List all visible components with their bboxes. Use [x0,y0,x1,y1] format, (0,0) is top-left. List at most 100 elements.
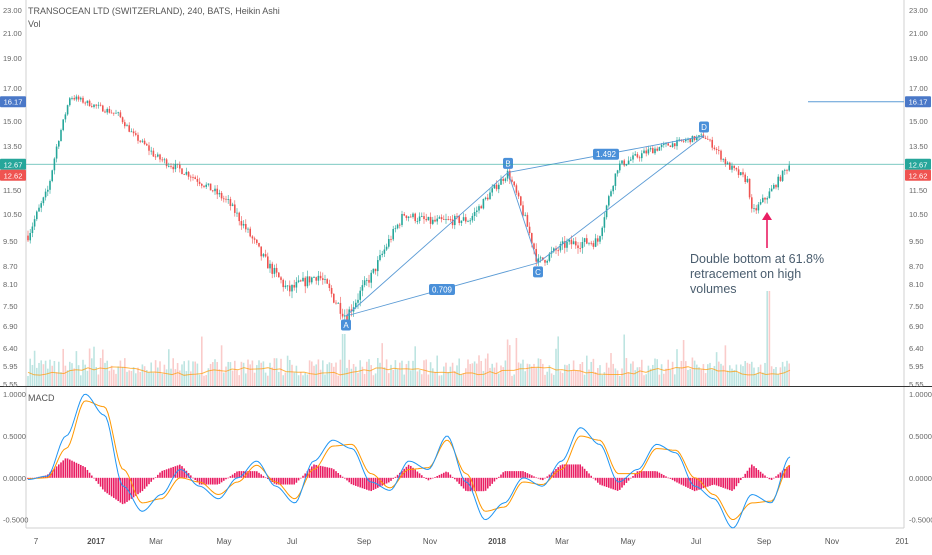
candle-body [509,170,511,180]
candle-body [777,176,779,188]
candle-body [458,216,460,223]
volume-bar [544,374,546,386]
volume-bar [326,364,328,386]
volume-bar [271,367,273,386]
macd-histogram-bar [216,477,218,485]
macd-histogram-bar [586,471,588,478]
macd-histogram-bar [487,477,489,489]
volume-bar [401,360,403,386]
macd-histogram-bar [456,477,458,482]
macd-histogram-bar [381,477,383,486]
macd-histogram-bar [579,464,581,478]
volume-bar [181,364,183,386]
macd-histogram-bar [638,471,641,478]
macd-histogram-bar [124,477,126,504]
ratio-label: 1.492 [596,150,617,159]
volume-bar [619,375,621,386]
volume-bar [69,361,71,386]
candle-body [511,179,513,182]
volume-bar [139,372,141,386]
macd-histogram-bar [590,475,592,478]
volume-bar [319,369,322,386]
volume-bar [38,362,40,386]
pattern-line [537,135,705,264]
volume-bar [471,363,474,386]
volume-bar [693,360,696,386]
price-tick-label-right: 23.00 [909,6,928,15]
candle-body [47,189,49,192]
macd-histogram-bar [333,469,335,478]
volume-bar [753,367,755,386]
volume-bar [735,364,738,386]
price-tick-label-right: 6.90 [909,322,924,331]
macd-histogram-bar [258,472,260,478]
volume-bar [718,361,720,386]
volume-bar [119,360,122,386]
macd-tick-label-left: 0.0000 [3,474,26,483]
volume-bar [95,366,97,386]
volume-bar [304,372,306,386]
volume-bar [627,372,630,386]
volume-bar [187,360,190,386]
volume-bar [363,374,366,386]
macd-histogram-bar [379,477,381,487]
macd-histogram-bar [634,473,636,478]
candle-body [86,100,89,104]
macd-histogram-bar [286,477,289,485]
volume-bar [550,373,553,386]
volume-bar [645,374,647,386]
macd-histogram-bar [196,477,199,483]
volume-bar [691,357,694,386]
macd-histogram-bar [394,476,397,478]
macd-histogram-bar [104,477,106,492]
candle-body [454,215,456,226]
candle-body [414,213,416,222]
macd-histogram-bar [678,477,680,484]
candle-body [671,143,674,147]
candle-body [504,178,507,181]
macd-histogram-bar [440,473,443,478]
volume-bar [786,360,788,386]
volume-bar [399,362,401,386]
volume-bar [594,372,597,386]
macd-histogram-bar [306,471,309,478]
x-tick-label: 2018 [488,537,506,546]
macd-histogram-bar [159,472,161,478]
volume-bar [779,367,782,386]
candle-body [471,215,474,221]
volume-bar [253,372,256,386]
volume-bar [73,368,75,386]
price-tick-label-right: 19.00 [909,54,928,63]
candle-body [126,125,128,127]
macd-histogram-bar [315,464,317,478]
volume-bar [663,373,665,386]
macd-histogram-bar [561,464,564,478]
candle-body [757,204,760,211]
macd-histogram-bar [66,458,69,478]
volume-bar [88,348,91,386]
candle-body [403,214,405,216]
macd-histogram-bar [53,468,56,478]
candle-body [73,97,75,100]
candle-body [557,250,559,252]
macd-histogram-bar [157,474,159,478]
macd-histogram-bar [350,477,353,485]
candle-body [520,196,522,206]
macd-histogram-bar [744,473,746,478]
volume-bar [146,369,148,386]
macd-histogram-bar [135,477,137,496]
macd-histogram-bar [383,477,386,485]
macd-histogram-bar [225,477,227,480]
macd-histogram-bar [467,477,469,492]
volume-bar [377,358,379,386]
macd-histogram-bar [99,477,102,487]
candle-body [779,176,782,181]
candle-body [599,236,601,242]
macd-histogram-bar [361,477,364,489]
macd-histogram-bar [60,462,62,478]
volume-bar [225,366,227,386]
candle-body [482,199,485,209]
macd-histogram-bar [535,477,537,479]
candle-body [726,162,729,165]
candle-body [174,163,177,170]
